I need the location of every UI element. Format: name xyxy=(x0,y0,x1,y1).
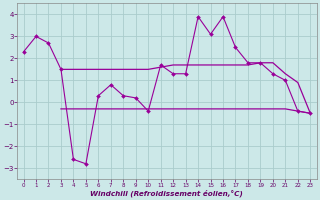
X-axis label: Windchill (Refroidissement éolien,°C): Windchill (Refroidissement éolien,°C) xyxy=(91,189,244,197)
